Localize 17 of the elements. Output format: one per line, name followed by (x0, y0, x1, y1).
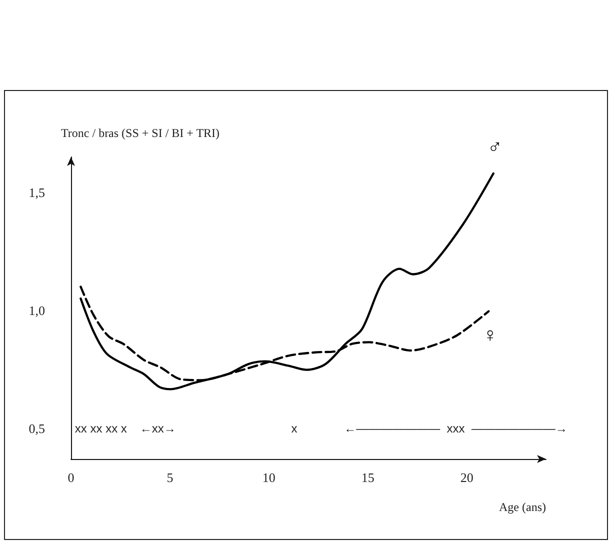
annotation: x (291, 421, 298, 436)
x-tick-label: 15 (361, 470, 374, 485)
x-tick-label: 20 (460, 470, 474, 485)
y-tick-label: 1,5 (28, 184, 45, 200)
series-label: ♂ (487, 136, 502, 159)
y-tick-label: 1,0 (28, 302, 45, 318)
x-tick-label: 0 (68, 470, 74, 485)
y-axis-title: Tronc / bras (SS + SI / BI + TRI) (61, 126, 220, 140)
annotation: ←xx→ (140, 421, 176, 436)
line-series (80, 172, 494, 390)
x-tick-label: 5 (166, 470, 174, 485)
annotation: ←——————— xxx ———————→ (344, 421, 568, 436)
y-tick-label: 0,5 (28, 420, 45, 436)
annotation: xx xx xx x (74, 421, 127, 436)
x-axis-title: Age (ans) (499, 500, 546, 514)
x-tick-label: 10 (262, 470, 276, 485)
series-label: ♀ (482, 324, 498, 346)
